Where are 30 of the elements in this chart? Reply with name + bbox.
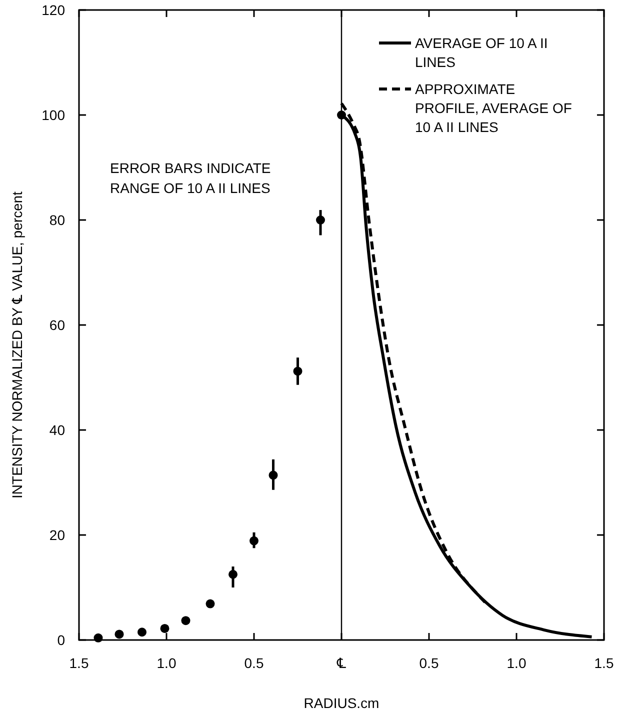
- y-axis-title: INTENSITY NORMALIZED BY ℄ VALUE, percent: [9, 191, 25, 498]
- point: [316, 216, 325, 224]
- x-tick-label: 1.5: [594, 655, 614, 671]
- point: [268, 470, 278, 480]
- annotation: ERROR BARS INDICATE RANGE OF 10 A II LINES: [110, 160, 271, 196]
- y-tick-label: 20: [49, 527, 66, 543]
- legend-label: APPROXIMATE PROFILE, AVERAGE OF 10 A II LINES: [415, 81, 572, 135]
- point: [206, 599, 215, 608]
- y-tick-label: 100: [42, 107, 66, 123]
- x-axis-title: RADIUS.cm: [304, 695, 380, 711]
- legend-label: AVERAGE OF 10 A II LINES: [415, 35, 548, 70]
- y-tick-label: 120: [42, 2, 66, 18]
- point: [228, 570, 238, 579]
- y-tick-label: 60: [49, 317, 66, 333]
- point: [160, 624, 170, 633]
- x-tick-label: ℄: [336, 655, 346, 671]
- point: [94, 633, 103, 642]
- y-tick-label: 40: [49, 422, 66, 438]
- x-tick-label: 1.0: [506, 655, 526, 671]
- point: [181, 616, 190, 626]
- point: [250, 536, 258, 546]
- y-tick-label: 0: [57, 632, 66, 648]
- x-tick-label: 0.5: [419, 655, 439, 671]
- x-tick-label: 0.5: [244, 655, 264, 671]
- y-tick-label: 80: [49, 212, 66, 228]
- point: [293, 366, 302, 376]
- point: [114, 630, 124, 639]
- x-tick-label: 1.5: [69, 655, 89, 671]
- x-tick-label: 1.0: [156, 655, 176, 671]
- point: [138, 628, 146, 637]
